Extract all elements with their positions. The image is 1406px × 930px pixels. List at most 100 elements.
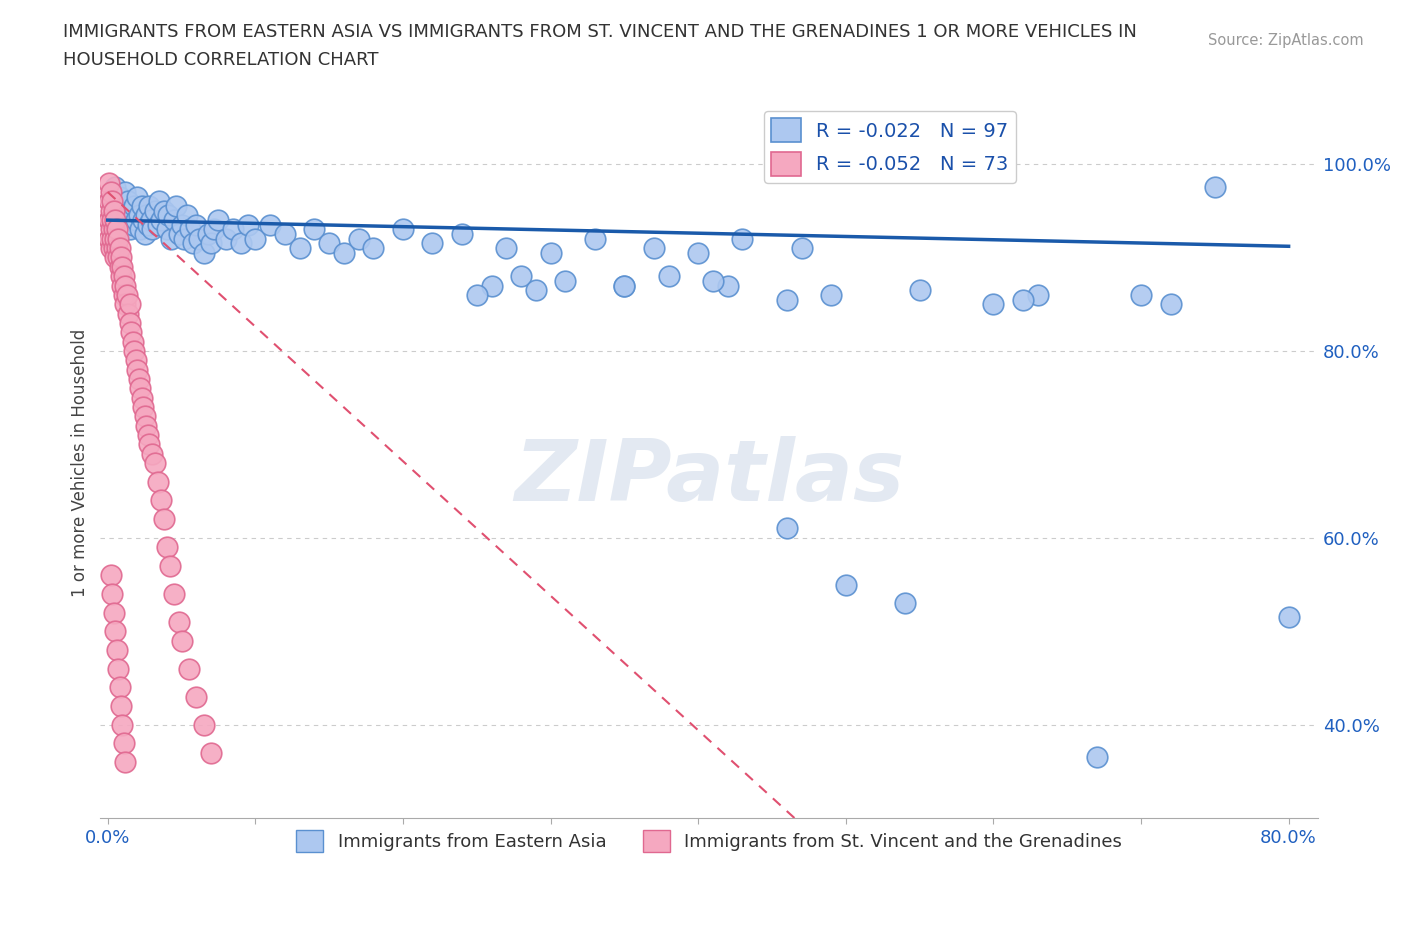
Point <box>820 287 842 302</box>
Point <box>143 204 166 219</box>
Point <box>115 287 138 302</box>
Point <box>688 246 710 260</box>
Point <box>117 306 139 321</box>
Point <box>288 241 311 256</box>
Point <box>120 204 142 219</box>
Point <box>163 213 186 228</box>
Point <box>107 213 129 228</box>
Point <box>156 222 179 237</box>
Point <box>114 754 136 769</box>
Point <box>110 204 132 219</box>
Point <box>702 273 724 288</box>
Point <box>983 297 1005 312</box>
Point <box>136 218 159 232</box>
Point <box>229 236 252 251</box>
Point <box>118 315 141 330</box>
Point <box>177 661 200 676</box>
Point <box>1085 750 1108 764</box>
Point <box>100 185 122 200</box>
Point <box>540 246 562 260</box>
Point <box>1026 287 1049 302</box>
Point <box>138 199 160 214</box>
Point <box>100 222 122 237</box>
Point <box>127 362 149 377</box>
Point <box>165 199 187 214</box>
Point <box>105 199 128 214</box>
Point <box>125 213 148 228</box>
Point <box>111 717 134 732</box>
Point <box>103 605 125 620</box>
Point <box>112 269 135 284</box>
Point <box>101 194 124 209</box>
Text: IMMIGRANTS FROM EASTERN ASIA VS IMMIGRANTS FROM ST. VINCENT AND THE GRENADINES 1: IMMIGRANTS FROM EASTERN ASIA VS IMMIGRAN… <box>63 23 1137 41</box>
Point <box>107 250 129 265</box>
Point <box>835 578 858 592</box>
Point <box>121 218 143 232</box>
Point <box>128 208 150 223</box>
Point <box>128 371 150 386</box>
Point <box>111 218 134 232</box>
Point <box>134 409 156 424</box>
Point <box>114 185 136 200</box>
Point <box>118 297 141 312</box>
Point <box>183 236 205 251</box>
Point <box>98 176 121 191</box>
Point <box>188 232 211 246</box>
Point <box>115 208 138 223</box>
Point <box>422 236 444 251</box>
Text: ZIPatlas: ZIPatlas <box>515 436 904 519</box>
Point <box>146 218 169 232</box>
Point <box>131 391 153 405</box>
Point <box>107 232 129 246</box>
Point <box>524 283 547 298</box>
Point <box>259 218 281 232</box>
Point <box>170 218 193 232</box>
Point <box>100 567 122 582</box>
Point <box>105 643 128 658</box>
Point <box>124 199 146 214</box>
Point <box>1160 297 1182 312</box>
Point <box>717 278 740 293</box>
Point <box>200 745 222 760</box>
Point <box>153 204 176 219</box>
Point <box>100 204 122 219</box>
Point <box>510 269 533 284</box>
Point <box>108 190 131 205</box>
Point <box>141 222 163 237</box>
Point <box>104 624 127 639</box>
Point <box>149 213 172 228</box>
Point <box>129 222 152 237</box>
Point <box>156 539 179 554</box>
Point <box>98 194 121 209</box>
Point <box>392 222 415 237</box>
Point <box>101 213 124 228</box>
Point <box>111 259 134 274</box>
Point <box>1278 610 1301 625</box>
Point <box>104 250 127 265</box>
Point <box>105 241 128 256</box>
Point <box>132 213 155 228</box>
Point <box>114 278 136 293</box>
Point <box>114 297 136 312</box>
Point <box>111 278 134 293</box>
Point <box>207 213 229 228</box>
Point <box>105 222 128 237</box>
Point <box>318 236 340 251</box>
Point <box>304 222 326 237</box>
Point <box>465 287 488 302</box>
Point <box>495 241 517 256</box>
Point <box>135 418 157 433</box>
Point <box>790 241 813 256</box>
Point <box>139 213 162 228</box>
Point <box>1130 287 1153 302</box>
Point <box>236 218 259 232</box>
Point <box>363 241 385 256</box>
Point <box>159 558 181 573</box>
Point <box>101 587 124 602</box>
Point <box>776 521 799 536</box>
Point <box>153 512 176 526</box>
Point <box>132 400 155 415</box>
Point <box>554 273 576 288</box>
Point <box>103 241 125 256</box>
Point <box>100 241 122 256</box>
